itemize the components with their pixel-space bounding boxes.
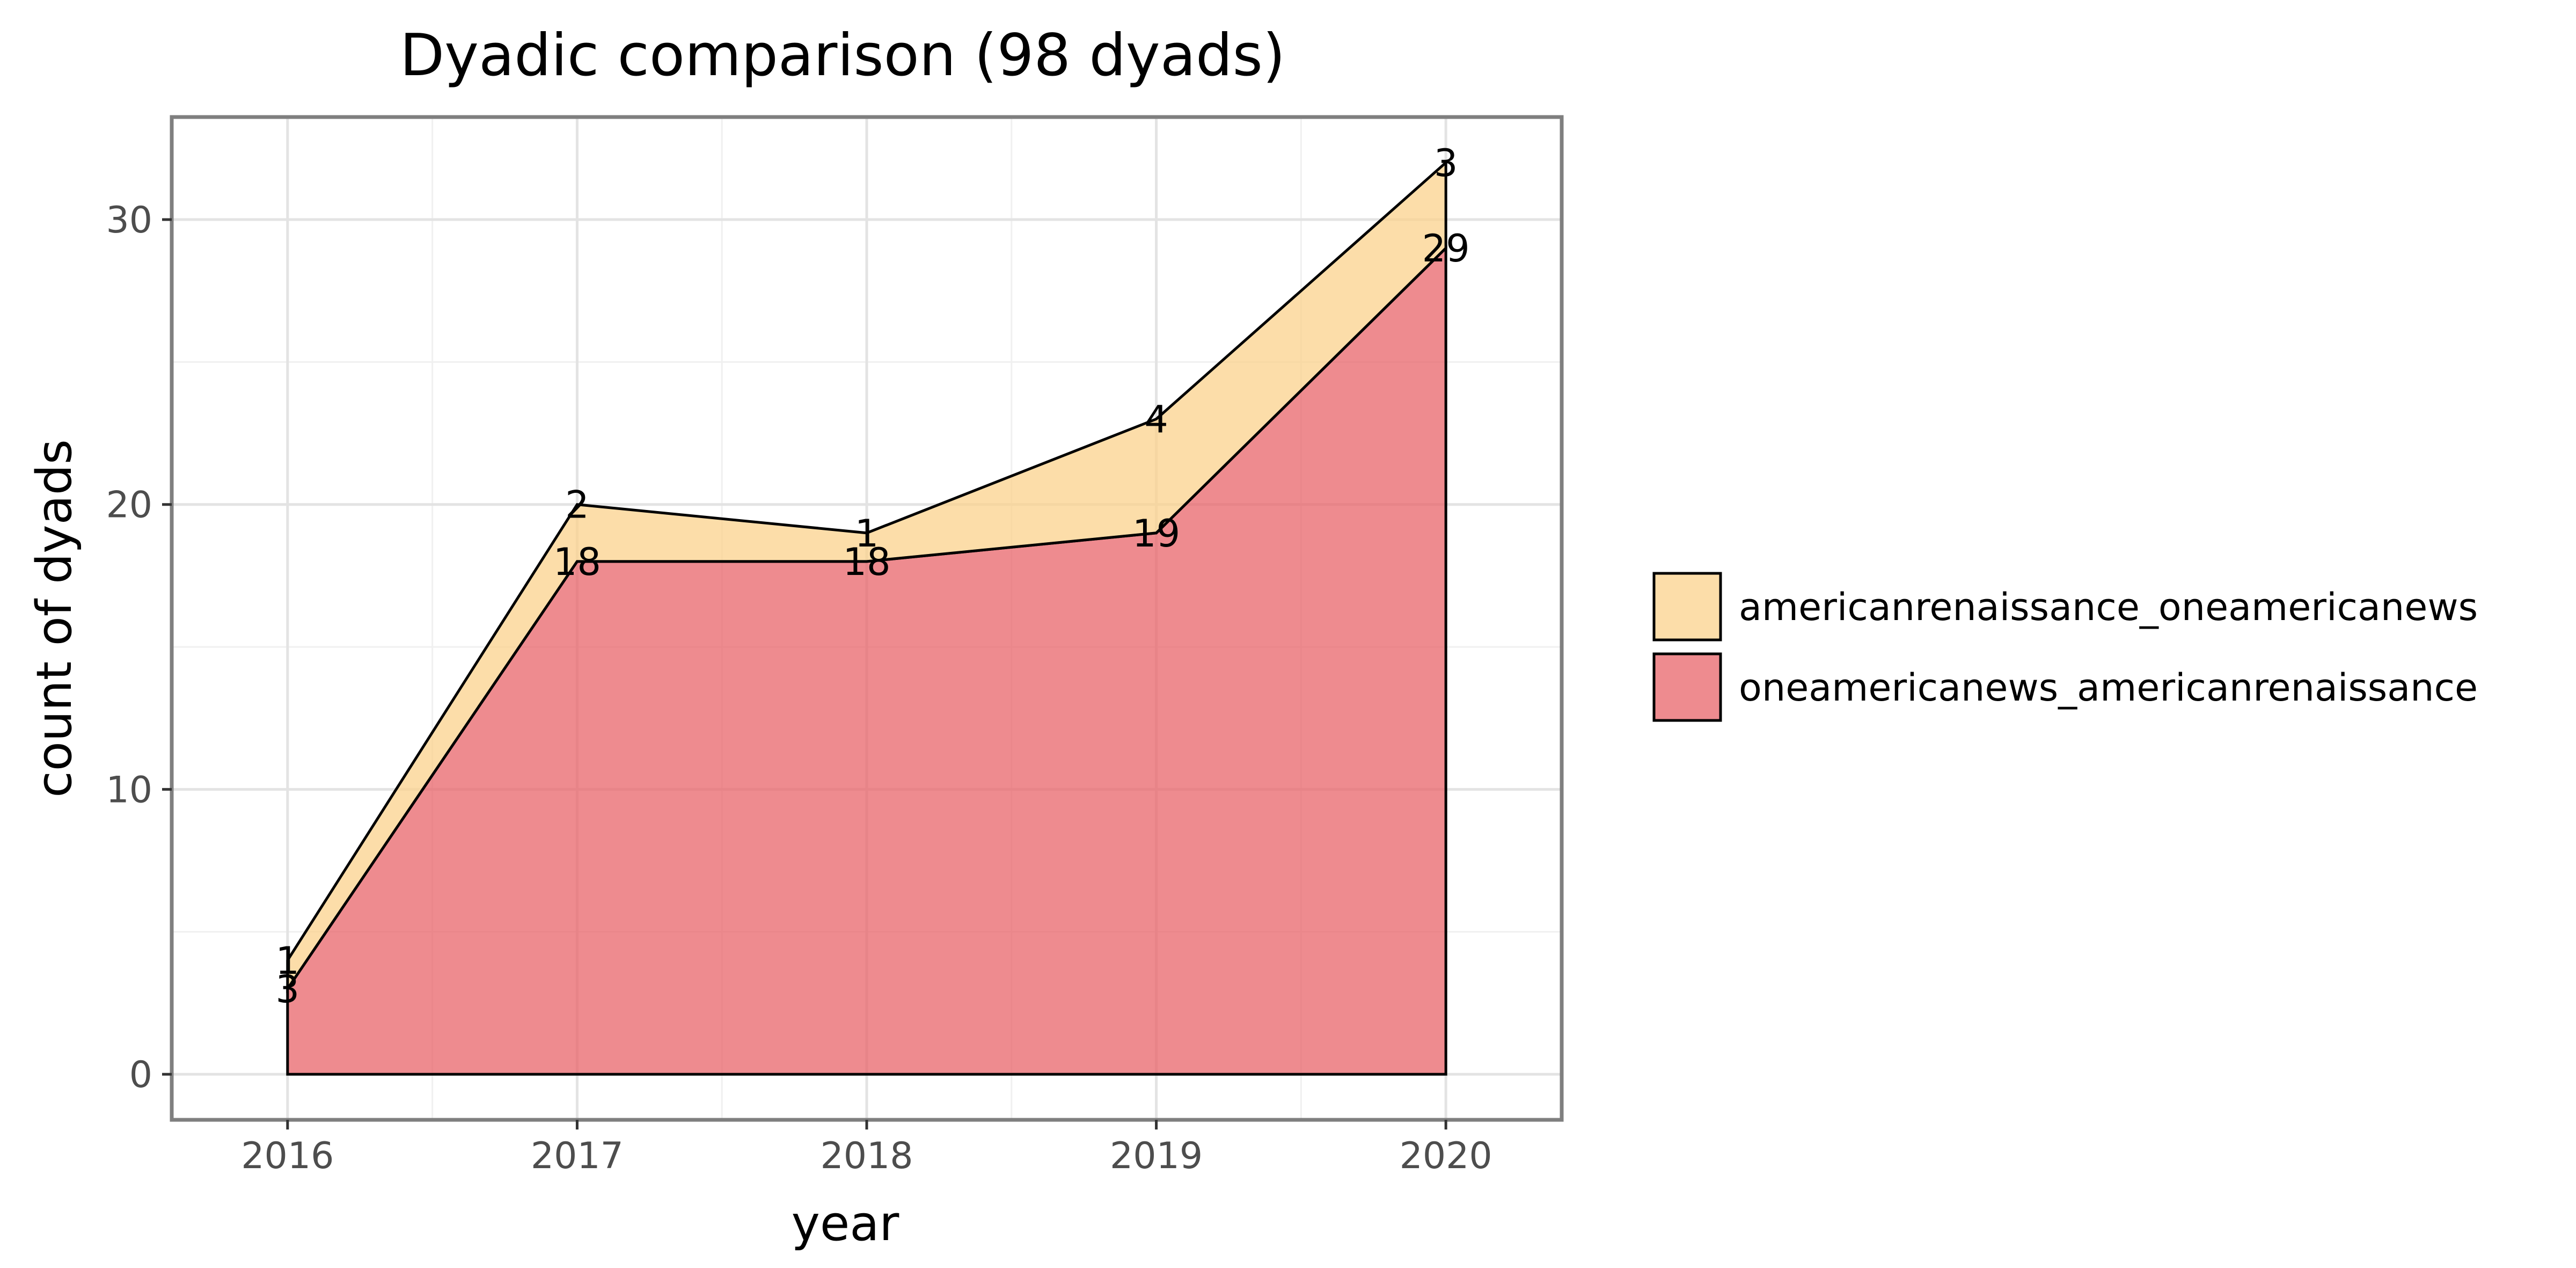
y-axis-title: count of dyads [26,439,83,797]
x-axis-title: year [792,1196,899,1252]
y-tick-label: 20 [106,484,152,527]
data-label: 3 [276,967,300,1011]
y-tick-label: 0 [129,1054,152,1096]
data-label: 19 [1132,512,1180,556]
y-tick-label: 10 [106,769,152,811]
y-axis: 0 10 20 30 [106,199,172,1096]
data-labels: 3 18 18 19 29 1 2 1 4 3 [276,141,1470,1011]
x-tick-label: 2016 [241,1135,334,1177]
data-label: 18 [843,540,890,584]
chart-title: Dyadic comparison (98 dyads) [400,22,1285,89]
legend-key [1652,572,1722,642]
x-tick-label: 2017 [531,1135,624,1177]
x-tick-label: 2018 [820,1135,913,1177]
area-layers [286,159,1447,1076]
data-label: 2 [565,483,589,527]
data-label: 18 [553,540,601,584]
legend-key [1652,652,1722,722]
data-label: 1 [276,939,300,983]
x-axis: 2016 2017 2018 2019 2020 [241,1120,1492,1177]
legend: americanrenaissance_oneamericanewsoneame… [1652,572,2478,722]
data-label: 29 [1422,227,1470,271]
y-tick-label: 30 [106,199,152,242]
area-series-1 [286,159,1447,994]
x-tick-label: 2020 [1400,1135,1492,1177]
x-tick-label: 2019 [1110,1135,1203,1177]
data-label: 4 [1144,398,1168,442]
legend-label: oneamericanews_americanrenaissance [1739,666,2478,710]
data-label: 3 [1434,141,1458,185]
data-label: 1 [855,512,879,556]
legend-label: americanrenaissance_oneamericanews [1739,585,2478,629]
